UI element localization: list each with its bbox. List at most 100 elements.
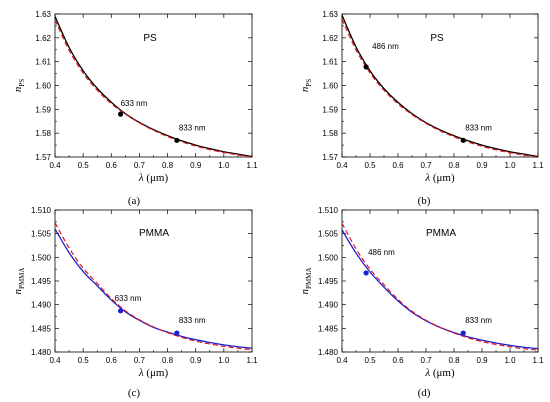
y-tick-label: 1.510 xyxy=(31,206,52,215)
x-tick-label: 1.1 xyxy=(246,161,258,170)
panel-caption: (d) xyxy=(418,387,431,399)
data-point xyxy=(460,330,466,336)
x-tick-label: 0.6 xyxy=(106,161,118,170)
x-axis-label: λ (μm) xyxy=(138,367,169,379)
y-axis-subscript: PS xyxy=(305,79,313,87)
x-axis-label: λ (μm) xyxy=(424,367,455,379)
x-tick-label: 0.4 xyxy=(49,161,61,170)
x-tick-label: 0.9 xyxy=(190,161,202,170)
y-tick-label: 1.63 xyxy=(35,10,51,19)
data-point xyxy=(363,64,369,70)
point-annotation: 833 nm xyxy=(465,123,492,132)
panel-d: 0.4 0.5 0.6 0.7 0.8 0.9 1.0 1.1 1.480 1.485 1.490 1… xyxy=(299,206,544,399)
y-tick-label: 1.495 xyxy=(318,277,339,286)
point-annotation: 833 nm xyxy=(465,316,492,325)
x-tick-label: 0.8 xyxy=(448,356,460,365)
panel-caption: (c) xyxy=(128,387,141,399)
series-line-solid xyxy=(342,14,538,157)
y-tick-label: 1.490 xyxy=(31,301,52,310)
x-tick-label: 0.4 xyxy=(336,161,348,170)
point-annotation: 486 nm xyxy=(368,248,395,257)
y-tick-label: 1.485 xyxy=(31,324,52,333)
x-tick-label: 0.4 xyxy=(49,356,61,365)
y-tick-label: 1.505 xyxy=(31,230,52,239)
x-axis-unit: (μm) xyxy=(144,367,169,379)
y-axis-subscript: PMMA xyxy=(305,268,313,289)
x-tick-label: 0.9 xyxy=(476,356,488,365)
x-axis-unit: (μm) xyxy=(430,367,455,379)
y-tick-label: 1.63 xyxy=(322,10,338,19)
data-point xyxy=(363,270,369,276)
y-axis-label: nPS xyxy=(12,79,26,92)
x-tick-label: 0.4 xyxy=(336,356,348,365)
x-tick-label: 0.7 xyxy=(420,356,432,365)
x-tick-label: 0.8 xyxy=(162,356,174,365)
series-line-dashed xyxy=(342,222,538,351)
x-tick-label: 1.1 xyxy=(532,161,544,170)
panel-title: PS xyxy=(430,33,444,44)
y-axis-symbol: n xyxy=(299,288,311,294)
x-tick-label: 0.6 xyxy=(106,356,118,365)
x-tick-label: 0.5 xyxy=(78,161,90,170)
x-tick-label: 0.7 xyxy=(134,356,146,365)
x-tick-label: 1.0 xyxy=(504,161,516,170)
point-annotation: 486 nm xyxy=(372,42,399,51)
series-line-solid xyxy=(55,228,252,349)
x-tick-label: 0.9 xyxy=(476,161,488,170)
x-axis-symbol: λ xyxy=(424,367,430,379)
y-tick-label: 1.510 xyxy=(318,206,339,215)
x-tick-label: 0.6 xyxy=(392,161,404,170)
x-tick-label: 0.5 xyxy=(78,356,90,365)
y-tick-label: 1.495 xyxy=(31,277,52,286)
point-annotation: 633 nm xyxy=(115,294,142,303)
y-tick-label: 1.60 xyxy=(322,82,338,91)
x-tick-label: 0.6 xyxy=(392,356,404,365)
series-line-dashed xyxy=(342,18,538,157)
x-tick-label: 0.5 xyxy=(364,356,376,365)
x-axis-unit: (μm) xyxy=(144,172,169,184)
x-axis-label: λ (μm) xyxy=(424,172,455,184)
x-tick-label: 0.5 xyxy=(364,161,376,170)
y-axis-subscript: PMMA xyxy=(18,268,26,289)
y-tick-label: 1.58 xyxy=(322,129,338,138)
x-axis-symbol: λ xyxy=(138,172,144,184)
x-tick-label: 0.7 xyxy=(420,161,432,170)
panel-caption: (b) xyxy=(418,195,431,207)
y-tick-label: 1.61 xyxy=(322,58,338,67)
y-tick-label: 1.490 xyxy=(318,301,339,310)
data-point xyxy=(174,137,180,143)
panel-title: PS xyxy=(143,33,157,44)
y-axis-subscript: PS xyxy=(18,79,26,87)
x-axis-unit: (μm) xyxy=(430,172,455,184)
y-tick-label: 1.480 xyxy=(318,348,339,357)
panel-caption: (a) xyxy=(128,195,141,207)
x-axis-label: λ (μm) xyxy=(138,172,169,184)
y-axis-symbol: n xyxy=(12,86,24,92)
x-axis-symbol: λ xyxy=(138,367,144,379)
panel-title: PMMA xyxy=(426,228,456,239)
x-tick-label: 1.0 xyxy=(218,161,230,170)
y-axis-symbol: n xyxy=(12,288,24,294)
panel-a: 0.4 0.5 0.6 0.7 0.8 0.9 1.0 1.1 1.57 1.58 1.59 1.60… xyxy=(12,10,258,207)
x-tick-label: 0.8 xyxy=(162,161,174,170)
panel-title: PMMA xyxy=(139,228,169,239)
y-axis-label: nPMMA xyxy=(12,268,26,295)
point-annotation: 833 nm xyxy=(179,123,206,132)
y-tick-label: 1.58 xyxy=(35,129,51,138)
y-tick-label: 1.57 xyxy=(322,153,338,162)
y-tick-label: 1.505 xyxy=(318,230,339,239)
y-tick-label: 1.500 xyxy=(31,253,52,262)
y-tick-label: 1.62 xyxy=(322,34,338,43)
x-axis-symbol: λ xyxy=(424,172,430,184)
x-tick-label: 1.1 xyxy=(532,356,544,365)
y-axis-label: nPMMA xyxy=(299,268,313,295)
x-tick-label: 0.8 xyxy=(448,161,460,170)
y-tick-label: 1.60 xyxy=(35,82,51,91)
y-tick-label: 1.59 xyxy=(35,105,51,114)
y-axis-label: nPS xyxy=(299,79,313,92)
x-tick-label: 1.0 xyxy=(504,356,516,365)
series-line-solid xyxy=(55,16,252,157)
y-tick-label: 1.57 xyxy=(35,153,51,162)
data-point xyxy=(460,137,466,143)
y-tick-label: 1.500 xyxy=(318,253,339,262)
